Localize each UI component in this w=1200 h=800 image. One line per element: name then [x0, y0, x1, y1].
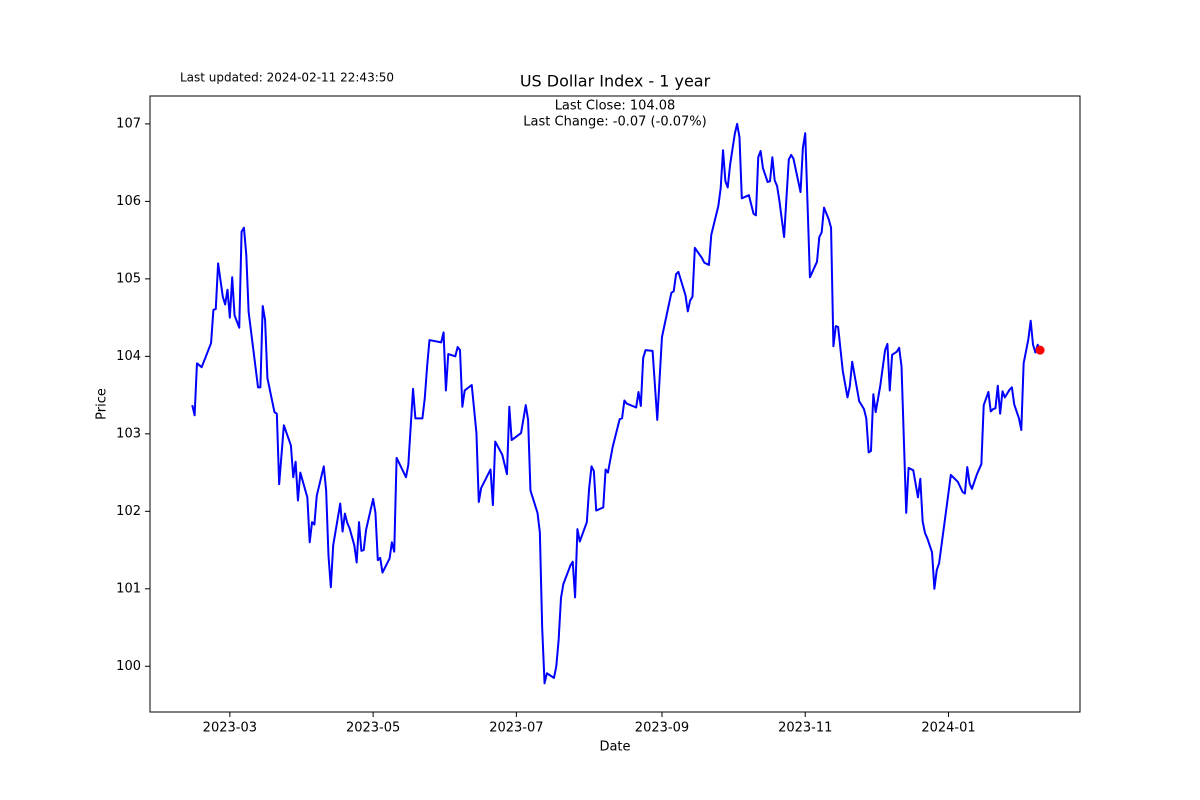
x-tick-label: 2023-03 [203, 721, 257, 736]
y-tick-label: 102 [116, 504, 141, 519]
y-axis-label: Price [95, 388, 110, 420]
y-tick-label: 105 [116, 271, 141, 286]
x-tick-label: 2023-11 [778, 721, 832, 736]
price-line [191, 122, 1041, 685]
y-tick-label: 107 [116, 116, 141, 131]
y-tick-label: 106 [116, 194, 141, 209]
y-tick-label: 103 [116, 426, 141, 441]
x-tick-label: 2023-07 [489, 721, 543, 736]
annotation: Last Close: 104.08 [555, 99, 676, 114]
y-tick-label: 101 [116, 581, 141, 596]
x-tick-label: 2024-01 [921, 721, 975, 736]
chart-title: US Dollar Index - 1 year [520, 72, 711, 91]
last-point [1035, 345, 1045, 355]
plot-frame [149, 95, 1081, 713]
y-tick-label: 100 [116, 659, 141, 674]
x-tick-label: 2023-09 [635, 721, 689, 736]
x-tick-label: 2023-05 [346, 721, 400, 736]
y-tick-label: 104 [116, 349, 141, 364]
annotation: Last Change: -0.07 (-0.07%) [523, 115, 706, 130]
x-axis-label: Date [599, 740, 630, 755]
last-updated: Last updated: 2024-02-11 22:43:50 [180, 71, 394, 85]
